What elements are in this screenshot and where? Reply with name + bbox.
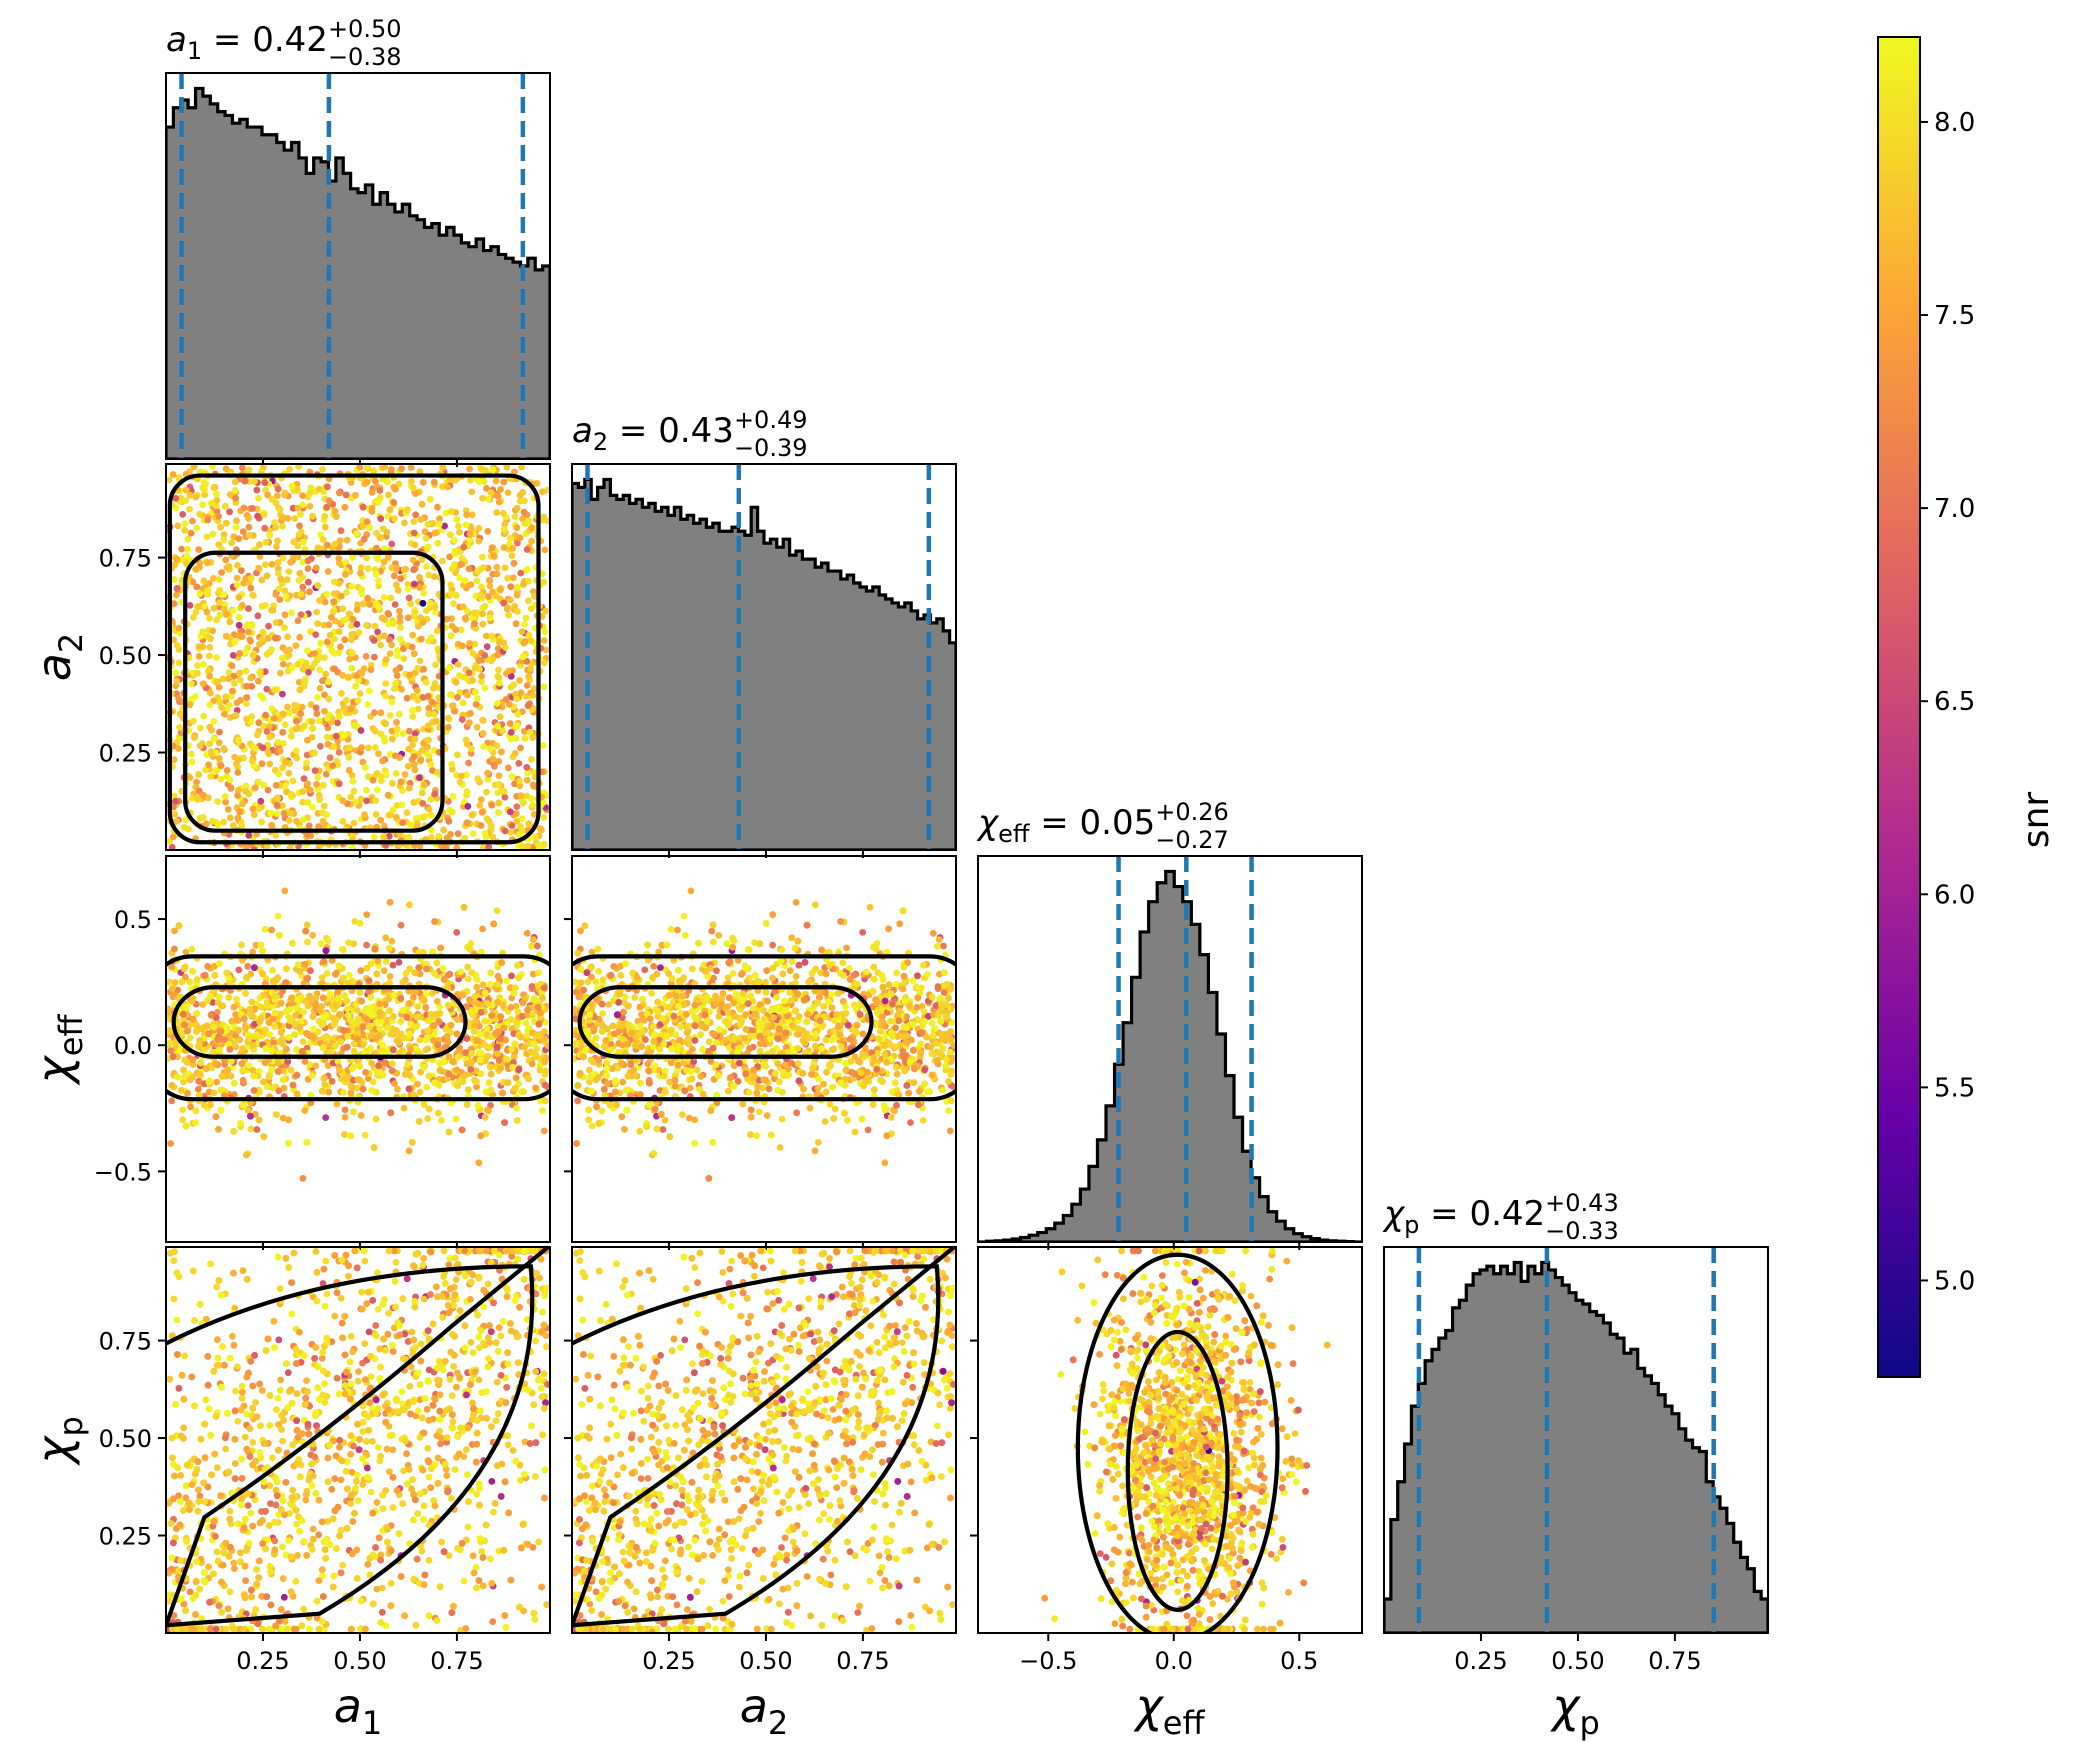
y-tick-label-chi_p: 0.50 xyxy=(99,1425,152,1453)
contours-a2-a1 xyxy=(167,473,541,845)
y-tick-label-chi_eff: −0.5 xyxy=(94,1158,152,1186)
contours-chi_p-a2 xyxy=(572,1247,956,1628)
x-tick-label-chi_p: 0.75 xyxy=(1648,1647,1701,1675)
colorbar-tick-label: 6.0 xyxy=(1934,880,1975,910)
panel-title-a2: a2 = 0.43+0.49 xyxy=(572,406,807,456)
panel-chi_p-chi_p: χp = 0.42+0.43−0.33 0.25 0.50 0.75 xyxy=(1382,1189,1769,1675)
x-tick-label-a1: 0.75 xyxy=(430,1647,483,1675)
panels-layer: a1 = 0.42+0.50−0.38 0.25 0.50 0.75 a2 = 0.43… xyxy=(27,15,1769,1742)
panel-frame xyxy=(165,855,551,1243)
panel-chi_eff-a2 xyxy=(564,855,957,1250)
panel-frame xyxy=(571,855,957,1243)
colorbar-gradient xyxy=(1877,36,1921,1378)
panel-title-minus-a2: −0.39 xyxy=(734,434,808,462)
x-tick-label-a1: 0.25 xyxy=(236,1647,289,1675)
panel-chi_eff-chi_eff: χeff = 0.05+0.26−0.27 xyxy=(976,798,1363,1250)
scatter-chi_eff-a1 xyxy=(166,887,550,1182)
x-axis-label-a2: a2 xyxy=(740,1679,789,1742)
panel-title-chi_p: χp = 0.42+0.43 xyxy=(1382,1189,1619,1239)
panel-frame xyxy=(165,1246,551,1634)
panel-frame xyxy=(165,463,551,851)
histogram-chi_p xyxy=(1384,1260,1768,1633)
contours-chi_p-a1 xyxy=(166,1247,550,1628)
colorbar-label: snr xyxy=(2016,792,2057,849)
panel-a2-a1: 0.25 0.50 0.75 xyxy=(99,463,551,858)
x-tick-label-chi_p: 0.25 xyxy=(1454,1647,1507,1675)
y-tick-label-a2: 0.50 xyxy=(99,642,152,670)
panel-chi_p-a1: 0.25 0.50 0.75 0.25 0.50 0.75 xyxy=(99,1246,551,1675)
panel-frame xyxy=(1383,1246,1769,1634)
y-tick-label-chi_p: 0.25 xyxy=(99,1523,152,1551)
panel-chi_eff-a1: −0.5 0.0 0.5 xyxy=(94,855,551,1250)
panel-title-chi_eff: χeff = 0.05+0.26 xyxy=(976,798,1229,848)
x-axis-label-chi_eff: χeff xyxy=(1133,1679,1206,1742)
histogram-a1 xyxy=(166,86,550,459)
histogram-chi_eff xyxy=(978,869,1362,1242)
x-tick-label-chi_eff: 0.0 xyxy=(1155,1647,1193,1675)
panel-chi_p-chi_eff: −0.5 0.0 0.5 xyxy=(970,1246,1363,1675)
y-tick-label-a2: 0.75 xyxy=(99,545,152,573)
scatter-chi_p-a2 xyxy=(572,1247,956,1633)
x-tick-label-a2: 0.75 xyxy=(836,1647,889,1675)
colorbar-tick-label: 7.0 xyxy=(1934,494,1975,524)
y-tick-label-chi_eff: 0.5 xyxy=(114,906,152,934)
colorbar-tick-label: 5.5 xyxy=(1934,1073,1975,1103)
histogram-a2 xyxy=(572,477,956,850)
x-axis-label-chi_p: χp xyxy=(1549,1679,1600,1742)
panel-title-minus-chi_p: −0.33 xyxy=(1545,1217,1619,1245)
colorbar: 5.0 5.5 6.0 6.5 7.0 7.5 8.0 snr xyxy=(1877,36,2057,1378)
colorbar-tick-label: 6.5 xyxy=(1934,687,1975,717)
y-tick-label-chi_eff: 0.0 xyxy=(114,1032,152,1060)
contours-chi_p-chi_eff xyxy=(1075,1252,1280,1633)
panel-frame xyxy=(165,72,551,460)
x-tick-label-chi_eff: −0.5 xyxy=(1019,1647,1077,1675)
y-tick-label-chi_p: 0.75 xyxy=(99,1328,152,1356)
panel-title-minus-a1: −0.38 xyxy=(328,43,402,71)
colorbar-tick-label: 5.0 xyxy=(1934,1266,1975,1296)
y-tick-label-a2: 0.25 xyxy=(99,740,152,768)
panel-chi_p-a2: 0.25 0.50 0.75 xyxy=(564,1246,957,1675)
colorbar-tick-label: 7.5 xyxy=(1934,301,1975,331)
x-axis-label-a1: a1 xyxy=(334,1679,383,1742)
y-axis-label-chi_p: χp xyxy=(27,1416,90,1467)
contours-chi_eff-a2 xyxy=(572,954,956,1102)
panel-a1-a1: a1 = 0.42+0.50−0.38 xyxy=(165,15,551,467)
x-tick-label-a2: 0.50 xyxy=(739,1647,792,1675)
panel-frame xyxy=(977,855,1363,1243)
x-tick-label-chi_eff: 0.5 xyxy=(1280,1647,1318,1675)
panel-frame xyxy=(571,1246,957,1634)
panel-title-minus-chi_eff: −0.27 xyxy=(1155,826,1229,854)
panel-frame xyxy=(571,463,957,851)
scatter-chi_eff-a2 xyxy=(572,887,956,1182)
x-tick-label-a2: 0.25 xyxy=(642,1647,695,1675)
panel-a2-a2: a2 = 0.43+0.49−0.39 xyxy=(571,406,957,858)
scatter-chi_p-a1 xyxy=(166,1247,550,1633)
panel-frame xyxy=(977,1246,1363,1634)
y-axis-label-chi_eff: χeff xyxy=(27,1014,90,1087)
x-tick-label-chi_p: 0.50 xyxy=(1551,1647,1604,1675)
y-axis-label-a2: a2 xyxy=(27,633,90,682)
contours-chi_eff-a1 xyxy=(166,954,550,1102)
x-tick-label-a1: 0.50 xyxy=(333,1647,386,1675)
colorbar-tick-label: 8.0 xyxy=(1934,108,1975,138)
scatter-chi_p-chi_eff xyxy=(1041,1247,1331,1633)
panel-title-a1: a1 = 0.42+0.50 xyxy=(166,15,401,65)
scatter-a2-a1 xyxy=(166,464,550,850)
